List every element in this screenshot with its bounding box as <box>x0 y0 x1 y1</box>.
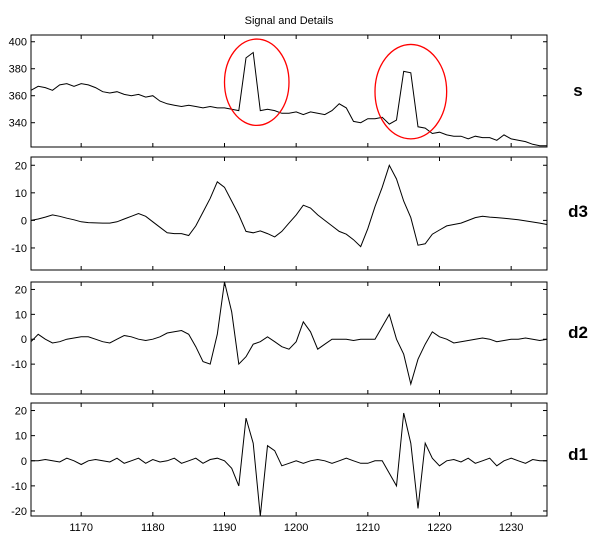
y-tick-label: 20 <box>15 284 27 296</box>
series-line-d1 <box>31 412 547 516</box>
y-tick-label: 340 <box>9 118 27 130</box>
y-tick-label: 20 <box>15 160 27 172</box>
panels-group: 340 360 380 400 s -10 0 10 20 d3 -10 0 10 20 d2 -20 -10 0… <box>9 34 588 534</box>
chart-title: Signal and Details <box>245 15 334 27</box>
y-tick-label: -10 <box>11 243 27 255</box>
y-tick-label: 0 <box>21 456 27 468</box>
x-tick-label: 1220 <box>427 522 451 534</box>
highlight-ellipse <box>223 38 290 127</box>
panel-s: 340 360 380 400 s <box>9 34 583 148</box>
plot-frame <box>30 402 548 517</box>
x-tick-label: 1170 <box>69 522 93 534</box>
y-tick-label: 20 <box>15 406 27 418</box>
y-tick-label: 10 <box>15 188 27 200</box>
plot-frame <box>30 156 548 271</box>
y-tick-label: -10 <box>11 359 27 371</box>
y-tick-label: 0 <box>21 215 27 227</box>
x-tick-label: 1200 <box>284 522 308 534</box>
series-line-d2 <box>31 282 547 386</box>
panel-d3: -10 0 10 20 d3 <box>11 156 588 271</box>
panel-label-s: s <box>573 81 582 100</box>
highlight-ellipse <box>374 43 448 140</box>
y-tick-label: -10 <box>11 481 27 493</box>
panel-d2: -10 0 10 20 d2 <box>11 281 588 395</box>
panel-label-d3: d3 <box>568 202 588 221</box>
plot-frame <box>30 34 548 148</box>
y-tick-label: 360 <box>9 91 27 103</box>
panel-d1: -20 -10 0 10 20 1170 1180 1190 1200 1210 1220 1230 d… <box>11 402 588 534</box>
y-tick-label: 380 <box>9 64 27 76</box>
y-tick-label: 400 <box>9 37 27 49</box>
panel-label-d2: d2 <box>568 323 588 342</box>
series-line-d3 <box>31 164 547 248</box>
x-tick-label: 1190 <box>213 522 237 534</box>
y-tick-label: 0 <box>21 334 27 346</box>
y-tick-label: 10 <box>15 431 27 443</box>
series-line-s <box>31 51 547 147</box>
y-tick-label: -20 <box>11 506 27 518</box>
plot-frame <box>30 281 548 395</box>
x-tick-label: 1180 <box>141 522 165 534</box>
panel-label-d1: d1 <box>568 445 588 464</box>
x-tick-label: 1210 <box>356 522 380 534</box>
y-tick-label: 10 <box>15 309 27 321</box>
x-tick-label: 1230 <box>499 522 523 534</box>
